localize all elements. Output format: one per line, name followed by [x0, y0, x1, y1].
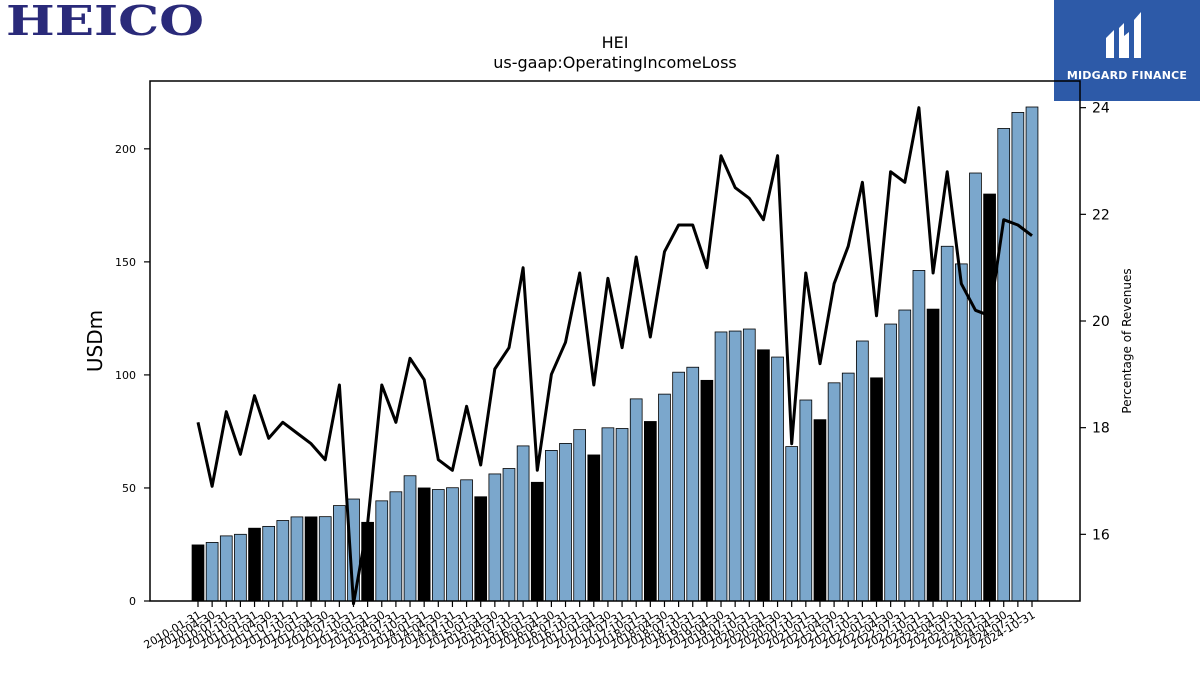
bar-2021-07-31: [841, 372, 855, 602]
bar-2018-01-31: [644, 421, 657, 602]
chart-title: HEI: [602, 33, 629, 52]
bar-2022-10-31: [912, 270, 926, 602]
bar-2022-04-30: [884, 323, 897, 602]
bar-2020-04-30: [771, 356, 784, 602]
y2-tick-label: 20: [1092, 314, 1110, 330]
bar-2016-10-31: [573, 429, 586, 602]
bar-2023-07-31: [954, 263, 968, 602]
bar-2014-04-30: [431, 489, 445, 602]
bar-2012-04-30: [318, 516, 332, 602]
y-axis-label: USDm: [83, 310, 107, 372]
bar-2019-04-30: [714, 331, 728, 602]
bar-2011-01-31: [248, 527, 261, 602]
bar-2017-10-31: [629, 398, 643, 602]
bar-2016-01-31: [530, 481, 544, 602]
bar-2015-10-31: [516, 445, 530, 602]
bar-2015-01-31: [474, 496, 488, 602]
right-axis: 16 18 20 22 24: [1080, 101, 1110, 543]
bar-2010-10-31: [234, 533, 247, 602]
bar-2015-07-31: [502, 468, 516, 602]
heico-logo: HEICO: [4, 0, 206, 45]
y-tick-label: 100: [115, 369, 136, 382]
y-tick-label: 200: [115, 143, 136, 156]
y-tick-label: 0: [129, 595, 136, 608]
bar-2018-07-31: [672, 371, 685, 602]
bar-2010-01-31: [191, 544, 205, 602]
bar-2021-01-31: [813, 419, 827, 602]
bar-2016-04-30: [545, 450, 558, 602]
percentage-line: [196, 106, 1033, 606]
bar-2014-07-31: [446, 487, 459, 602]
bar-2020-07-31: [785, 446, 799, 602]
bar-2017-07-31: [615, 428, 629, 602]
y2-tick-label: 18: [1092, 421, 1110, 437]
bar-2024-07-31: [1011, 112, 1025, 602]
left-axis: 0 50 100 150 200: [115, 143, 150, 608]
bar-2021-10-31: [856, 340, 869, 602]
y2-axis-label: Percentage of Revenues: [1120, 268, 1134, 413]
bar-2014-10-31: [460, 479, 473, 602]
bar-2019-07-31: [728, 330, 742, 602]
y2-tick-label: 24: [1092, 101, 1110, 117]
bar-2013-07-31: [389, 491, 403, 602]
bar-2011-10-31: [290, 516, 304, 602]
midgard-finance-logo: MIDGARD FINANCE: [1054, 0, 1200, 101]
bar-2019-01-31: [700, 379, 714, 602]
midgard-mark-icon: [1106, 12, 1141, 58]
bar-2011-07-31: [276, 520, 290, 602]
bar-2013-04-30: [375, 500, 389, 602]
bar-2017-04-30: [601, 427, 615, 602]
bar-2023-10-31: [969, 172, 982, 602]
y2-tick-label: 22: [1092, 207, 1110, 223]
bar-2022-07-31: [898, 309, 912, 602]
bar-2015-04-30: [488, 473, 502, 602]
bar-2018-04-30: [658, 393, 671, 602]
bar-2019-10-31: [742, 328, 756, 602]
y-tick-label: 50: [122, 482, 136, 495]
plot-frame: [149, 80, 1081, 602]
bar-2011-04-30: [262, 525, 276, 602]
bar-2013-10-31: [403, 475, 417, 602]
midgard-logo-text: MIDGARD FINANCE: [1066, 69, 1188, 82]
bar-2020-10-31: [799, 399, 813, 602]
bar-2014-01-31: [417, 487, 431, 602]
heico-logo-text: HEICO: [6, 2, 204, 40]
line-layer: [196, 106, 1033, 606]
bar-2024-01-31: [983, 193, 996, 602]
bar-2020-01-31: [757, 349, 770, 602]
bar-2010-04-30: [205, 542, 219, 602]
bar-2013-01-31: [361, 521, 374, 602]
x-axis: 2010-01-312010-04-302010-07-312010-10-31…: [142, 601, 1038, 652]
bar-2010-07-31: [219, 535, 233, 602]
bar-2021-04-30: [827, 382, 841, 602]
bar-2022-01-31: [870, 377, 883, 602]
bar-2024-10-31: [1025, 106, 1039, 602]
bar-2023-04-30: [940, 245, 954, 602]
y-tick-label: 150: [115, 256, 136, 269]
bar-2018-10-31: [686, 366, 700, 602]
bar-2012-01-31: [304, 516, 318, 602]
bar-2012-07-31: [333, 505, 346, 602]
bar-2023-01-31: [926, 308, 940, 602]
bar-2016-07-31: [559, 443, 572, 602]
bar-2024-04-30: [997, 128, 1011, 602]
bar-2017-01-31: [587, 454, 601, 602]
chart-subtitle: us-gaap:OperatingIncomeLoss: [493, 53, 737, 72]
bars-layer: [191, 106, 1039, 602]
y2-tick-label: 16: [1092, 527, 1110, 543]
